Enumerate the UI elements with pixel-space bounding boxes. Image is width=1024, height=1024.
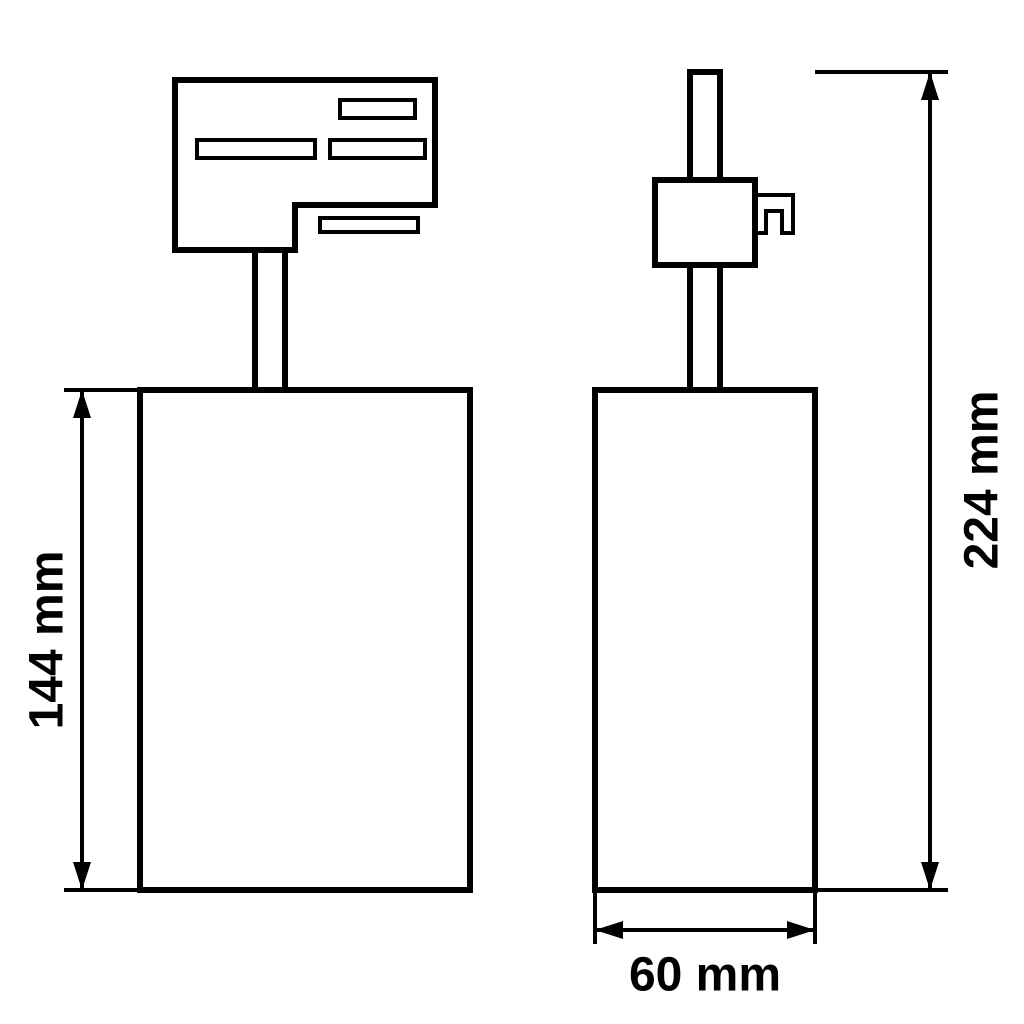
arrowhead (73, 862, 91, 890)
front-stem (255, 250, 285, 390)
arrowhead (595, 921, 623, 939)
arrowhead (921, 72, 939, 100)
technical-drawing: 144 mm 224 mm 60 mm (0, 0, 1024, 1024)
dimension-label-224: 224 mm (956, 391, 1009, 570)
front-adapter-outline (175, 80, 435, 250)
side-top-post (690, 72, 720, 180)
arrowhead (787, 921, 815, 939)
front-adapter-slot-0 (340, 100, 415, 118)
front-body (140, 390, 470, 890)
front-adapter-slot-3 (320, 218, 418, 232)
side-body (595, 390, 815, 890)
side-tab (755, 195, 793, 233)
side-mid-block (655, 180, 755, 265)
arrowhead (73, 390, 91, 418)
side-stem (690, 265, 720, 390)
dimension-label-60: 60 mm (629, 949, 781, 1002)
front-adapter-slot-2 (330, 140, 425, 158)
dimension-label-144: 144 mm (21, 551, 74, 730)
arrowhead (921, 862, 939, 890)
front-adapter-slot-1 (197, 140, 315, 158)
